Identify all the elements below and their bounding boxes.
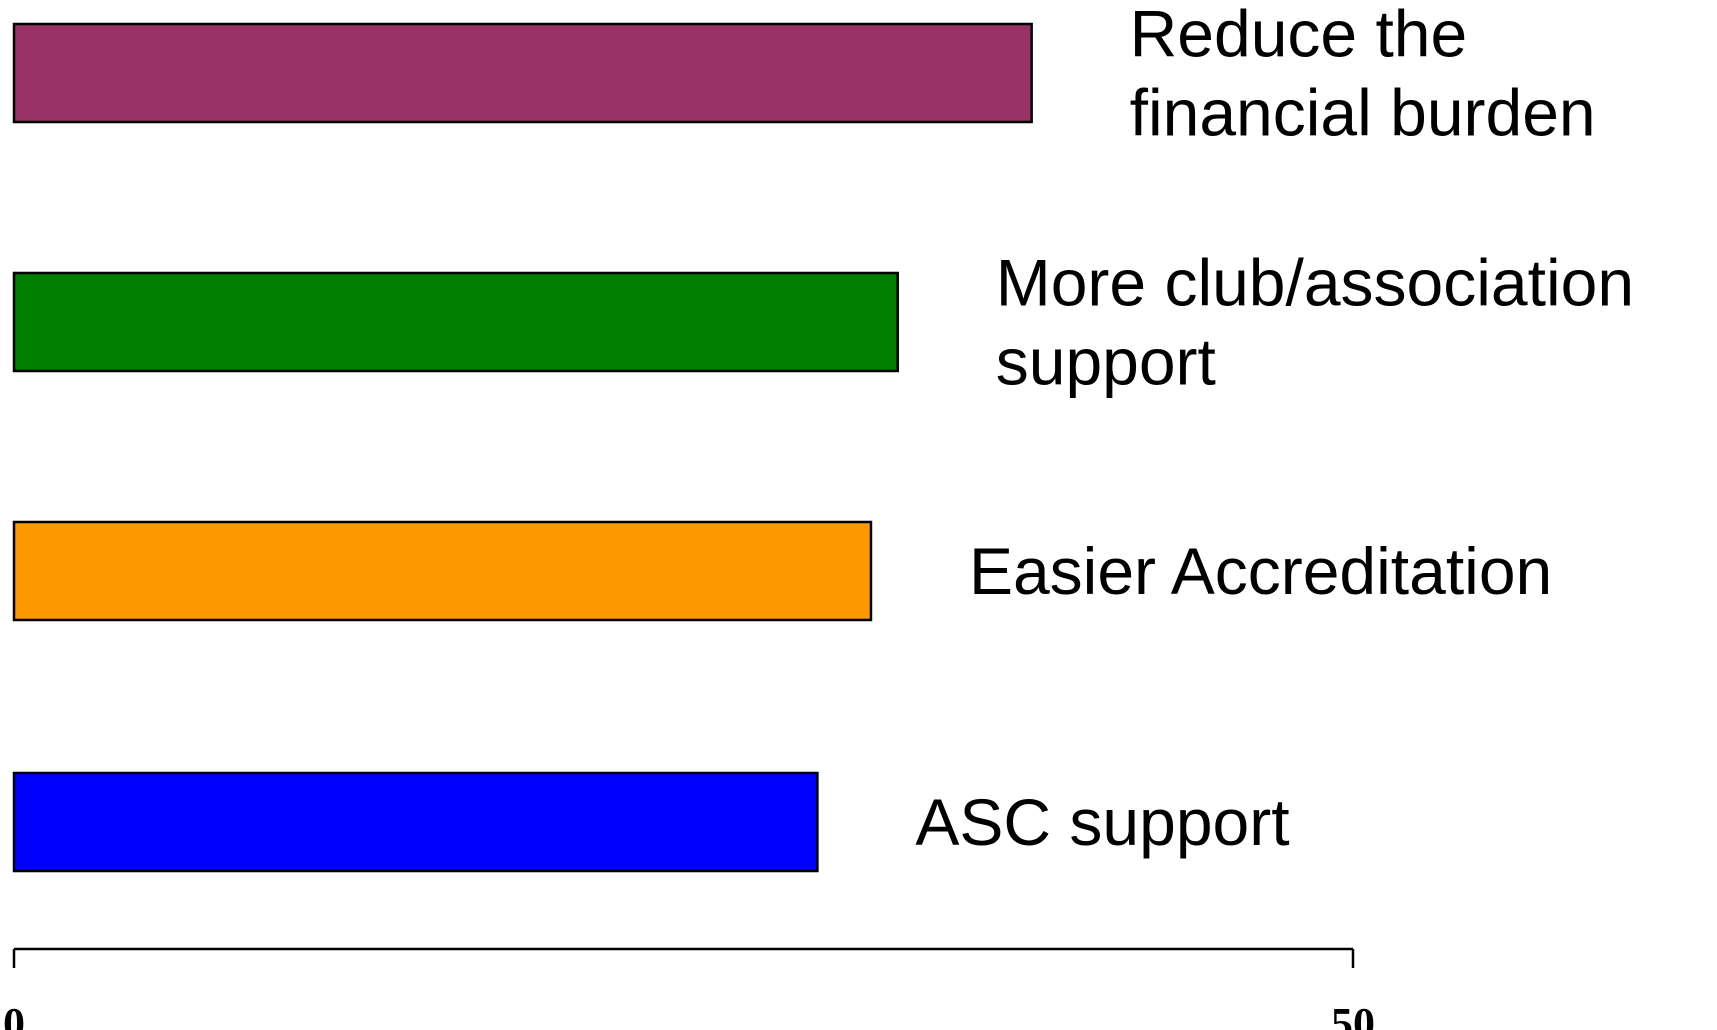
bars bbox=[12, 22, 1033, 873]
category-label-3: Easier Accreditation bbox=[969, 534, 1552, 608]
x-axis: 0 50 bbox=[3, 947, 1375, 1030]
bar-1 bbox=[12, 22, 1033, 124]
category-label-2: More club/association support bbox=[996, 246, 1634, 399]
category-label-line: financial burden bbox=[1130, 76, 1596, 150]
x-tick-label-50: 50 bbox=[1331, 999, 1375, 1030]
bar-4 bbox=[12, 771, 819, 873]
category-label-line: ASC support bbox=[915, 785, 1289, 859]
category-label-line: Reduce the bbox=[1130, 0, 1468, 71]
bar-3 bbox=[12, 520, 873, 622]
category-label-line: support bbox=[996, 325, 1216, 399]
category-labels: Reduce the financial burden More club/asso… bbox=[915, 0, 1634, 859]
category-label-4: ASC support bbox=[915, 785, 1289, 859]
bar-2 bbox=[12, 271, 899, 373]
category-label-line: More club/association bbox=[996, 246, 1634, 320]
x-tick-label-0: 0 bbox=[3, 999, 25, 1030]
category-label-1: Reduce the financial burden bbox=[1130, 0, 1596, 150]
category-label-line: Easier Accreditation bbox=[969, 534, 1552, 608]
